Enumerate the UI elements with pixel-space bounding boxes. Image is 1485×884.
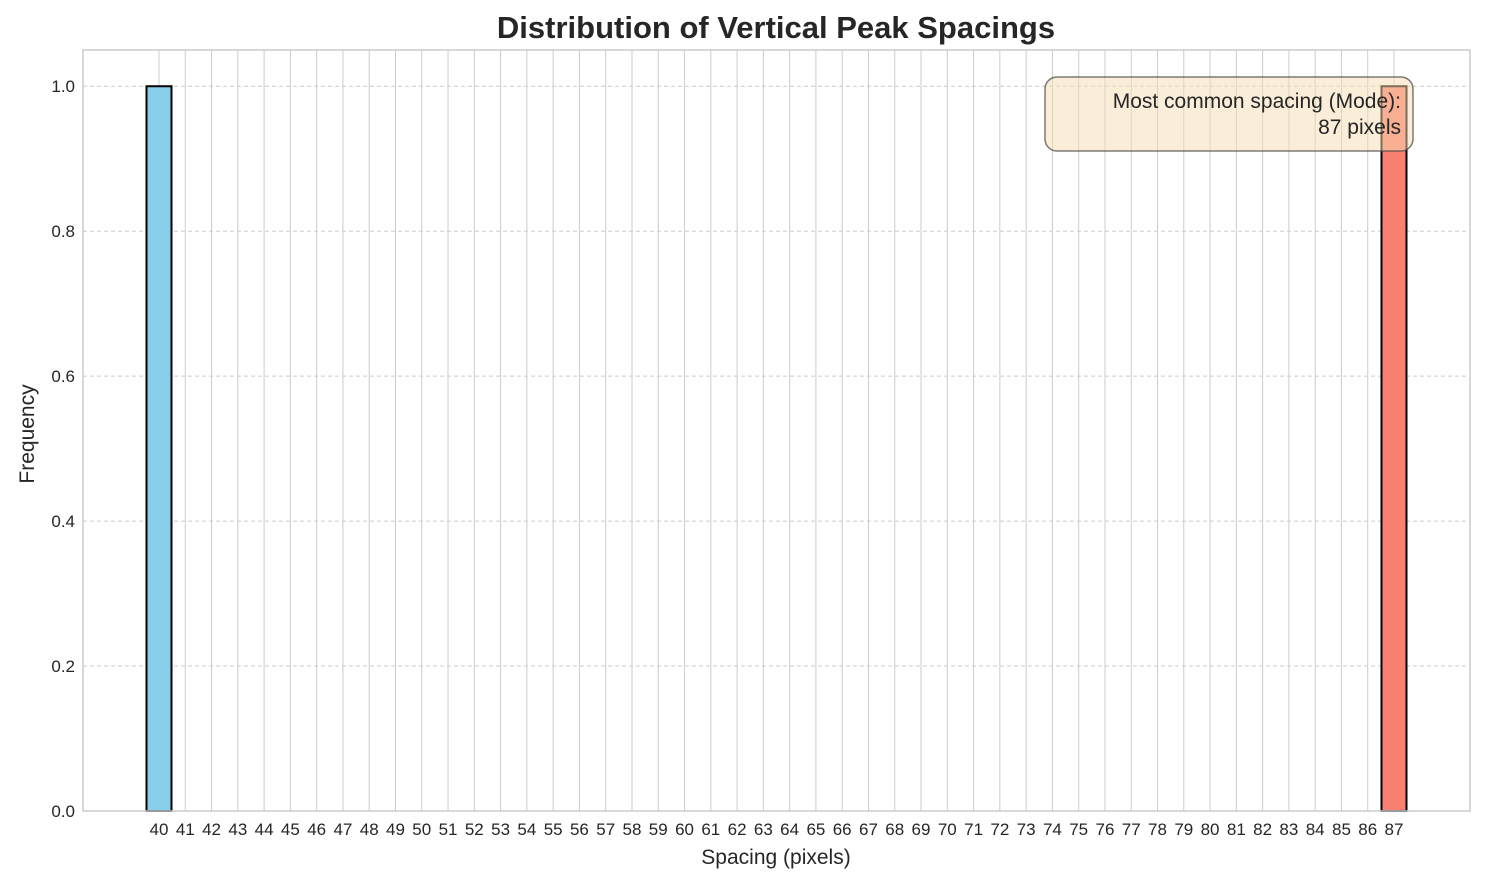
x-tick-label: 74 xyxy=(1043,820,1062,839)
x-tick-label: 60 xyxy=(675,820,694,839)
annotation-line-1: Most common spacing (Mode): xyxy=(1113,90,1401,113)
plot-area: 0.0 0.2 0.4 0.6 0.8 1.0 40 41 42 43 44 45 46 47 48 49 50… xyxy=(51,49,1471,839)
x-tick-label: 67 xyxy=(859,820,878,839)
x-tick-label: 54 xyxy=(517,820,536,839)
x-tick-label: 57 xyxy=(596,820,615,839)
x-tick-label: 85 xyxy=(1332,820,1351,839)
x-tick-label: 64 xyxy=(780,820,799,839)
x-tick-label: 40 xyxy=(150,820,169,839)
x-tick-label: 52 xyxy=(465,820,484,839)
x-tick-label: 75 xyxy=(1069,820,1088,839)
x-tick-label: 49 xyxy=(386,820,405,839)
y-axis-label: Frequency xyxy=(16,384,39,484)
x-tick-label: 83 xyxy=(1279,820,1298,839)
x-tick-label: 82 xyxy=(1253,820,1272,839)
chart-title: Distribution of Vertical Peak Spacings xyxy=(497,10,1055,45)
x-tick-label: 87 xyxy=(1385,820,1404,839)
y-tick-label: 0.6 xyxy=(51,367,75,386)
x-tick-label: 51 xyxy=(439,820,458,839)
x-tick-label: 65 xyxy=(806,820,825,839)
x-tick-label: 46 xyxy=(307,820,326,839)
x-tick-label: 53 xyxy=(491,820,510,839)
y-tick-label: 0.4 xyxy=(51,512,75,531)
x-tick-label: 45 xyxy=(281,820,300,839)
x-tick-label: 73 xyxy=(1017,820,1036,839)
y-tick-label: 1.0 xyxy=(51,77,75,96)
x-tick-label: 76 xyxy=(1095,820,1114,839)
annotation-line-2: 87 pixels xyxy=(1318,116,1401,139)
x-tick-label: 86 xyxy=(1358,820,1377,839)
x-tick-label: 43 xyxy=(228,820,247,839)
x-tick-label: 47 xyxy=(333,820,352,839)
x-tick-label: 70 xyxy=(938,820,957,839)
x-tick-label: 71 xyxy=(964,820,983,839)
x-tick-label: 80 xyxy=(1201,820,1220,839)
x-tick-label: 68 xyxy=(885,820,904,839)
y-tick-label: 0.2 xyxy=(51,657,75,676)
x-tick-label: 72 xyxy=(990,820,1009,839)
x-tick-label: 61 xyxy=(701,820,720,839)
x-tick-label: 66 xyxy=(833,820,852,839)
x-tick-label: 50 xyxy=(412,820,431,839)
x-tick-label: 69 xyxy=(912,820,931,839)
x-tick-label: 81 xyxy=(1227,820,1246,839)
x-tick-label: 62 xyxy=(728,820,747,839)
mode-bar xyxy=(1380,85,1408,812)
y-tick-label: 0.8 xyxy=(51,222,75,241)
x-tick-label: 42 xyxy=(202,820,221,839)
x-tick-label: 78 xyxy=(1148,820,1167,839)
x-axis-label: Spacing (pixels) xyxy=(701,846,850,869)
x-tick-label: 58 xyxy=(623,820,642,839)
x-tick-label: 59 xyxy=(649,820,668,839)
x-tick-label: 48 xyxy=(360,820,379,839)
x-tick-label: 56 xyxy=(570,820,589,839)
x-tick-label: 41 xyxy=(176,820,195,839)
x-tick-label: 44 xyxy=(255,820,274,839)
x-tick-label: 63 xyxy=(754,820,773,839)
annotation-box xyxy=(1044,76,1414,152)
y-tick-label: 0.0 xyxy=(51,802,75,821)
bar xyxy=(145,85,173,812)
x-tick-label: 84 xyxy=(1306,820,1325,839)
x-tick-label: 55 xyxy=(544,820,563,839)
plot-frame xyxy=(82,49,1471,812)
x-tick-label: 79 xyxy=(1174,820,1193,839)
x-tick-label: 77 xyxy=(1122,820,1141,839)
